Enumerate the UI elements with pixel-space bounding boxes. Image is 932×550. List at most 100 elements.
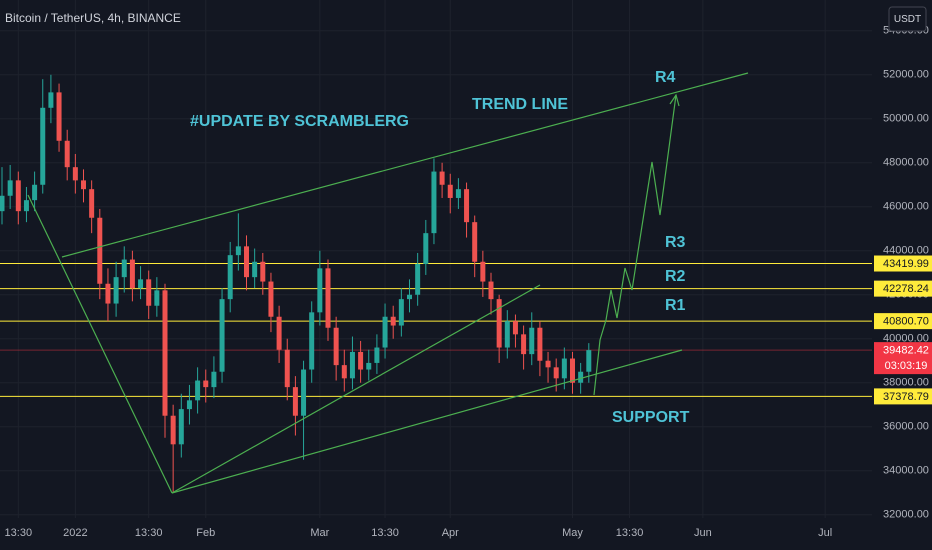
last-price-tag bbox=[874, 342, 932, 375]
candle-body bbox=[407, 294, 412, 300]
candle-body bbox=[260, 261, 266, 282]
currency-button[interactable] bbox=[888, 6, 927, 32]
candle-body bbox=[129, 259, 135, 289]
x-tick-label: Mar bbox=[310, 527, 329, 539]
candle-body bbox=[488, 281, 494, 300]
projection-path bbox=[593, 94, 677, 396]
trend-line bbox=[171, 349, 683, 494]
arrow-head bbox=[669, 93, 680, 107]
candle-body bbox=[203, 380, 209, 388]
y-tick-label: 40000.00 bbox=[883, 333, 929, 345]
candle-body bbox=[235, 246, 241, 256]
level-tag bbox=[874, 313, 932, 330]
y-tick-label: 52000.00 bbox=[883, 69, 929, 81]
candle-body bbox=[178, 409, 184, 445]
drawings bbox=[27, 72, 749, 494]
candle-body bbox=[464, 189, 470, 223]
candle-body bbox=[374, 347, 380, 363]
grid bbox=[0, 0, 872, 518]
x-tick-label: 13:30 bbox=[371, 527, 399, 539]
candle-body bbox=[23, 200, 29, 212]
candle-body bbox=[398, 299, 404, 326]
candle-body bbox=[244, 246, 249, 278]
candle-body bbox=[472, 222, 478, 262]
x-tick-label: Apr bbox=[442, 527, 459, 539]
level-label: 40800.70 bbox=[883, 316, 929, 328]
candle-body bbox=[284, 349, 290, 388]
x-tick-label: 13:30 bbox=[616, 527, 644, 539]
candle-body bbox=[529, 327, 535, 355]
candle-body bbox=[138, 279, 144, 289]
candle-body bbox=[325, 268, 331, 328]
candle-body bbox=[382, 316, 388, 348]
candle-body bbox=[276, 316, 282, 350]
y-tick-label: 46000.00 bbox=[883, 201, 929, 213]
candle-body bbox=[301, 369, 307, 416]
candle-body bbox=[586, 350, 592, 372]
candle-body bbox=[480, 261, 486, 282]
trend-line bbox=[171, 284, 541, 494]
candle-body bbox=[578, 371, 584, 383]
candle-body bbox=[56, 92, 62, 141]
candle-body bbox=[390, 316, 396, 326]
level-tag bbox=[874, 255, 932, 272]
x-tick-label: 13:30 bbox=[135, 527, 163, 539]
y-tick-label: 34000.00 bbox=[883, 465, 929, 477]
annotation: R1 bbox=[665, 297, 686, 314]
candle-body bbox=[162, 290, 168, 416]
countdown: 03:03:19 bbox=[885, 360, 928, 372]
candle-body bbox=[0, 195, 5, 212]
candle-body bbox=[349, 351, 355, 379]
candle-body bbox=[545, 360, 551, 368]
price-axis: 32000.00 34000.00 36000.00 38000.00 40000.00… bbox=[5, 25, 932, 539]
candle-body bbox=[121, 259, 127, 278]
candle-body bbox=[341, 365, 347, 379]
candle-body bbox=[292, 387, 298, 416]
annotation: R4 bbox=[655, 69, 676, 86]
candle-body bbox=[358, 351, 364, 370]
candle-body bbox=[154, 290, 160, 306]
candle-body bbox=[333, 327, 339, 366]
candle-body bbox=[252, 261, 258, 278]
y-tick-label: 38000.00 bbox=[883, 377, 929, 389]
candle-body bbox=[219, 299, 225, 372]
levels bbox=[0, 263, 872, 397]
level-label: 37378.79 bbox=[883, 391, 929, 403]
candle-body bbox=[423, 233, 429, 264]
candle-body bbox=[211, 371, 217, 388]
x-tick-label: Jun bbox=[694, 527, 712, 539]
y-tick-label: 32000.00 bbox=[883, 509, 929, 521]
level-label: 42278.24 bbox=[883, 283, 929, 295]
annotation: R3 bbox=[665, 234, 686, 251]
candle-body bbox=[366, 362, 372, 370]
annotation: #UPDATE BY SCRAMBLERG bbox=[190, 113, 409, 130]
x-tick-label: Feb bbox=[196, 527, 215, 539]
candle-body bbox=[64, 140, 70, 168]
candle-body bbox=[40, 107, 46, 185]
x-tick-label: 13:30 bbox=[5, 527, 33, 539]
candle-body bbox=[186, 400, 192, 410]
candle-body bbox=[496, 299, 502, 348]
candle-body bbox=[521, 334, 527, 355]
level-tag bbox=[874, 388, 932, 405]
candle-body bbox=[268, 281, 274, 317]
level-label: 43419.99 bbox=[883, 258, 929, 270]
candle-body bbox=[105, 283, 111, 304]
candle-body bbox=[195, 380, 201, 401]
candle-body bbox=[455, 189, 461, 198]
candle-body bbox=[317, 268, 323, 313]
candle-body bbox=[15, 180, 21, 212]
candle-body bbox=[512, 321, 518, 335]
x-tick-label: May bbox=[562, 527, 583, 539]
chart-title: Bitcoin / TetherUS, 4h, BINANCE bbox=[5, 11, 181, 25]
annotation: R2 bbox=[665, 268, 686, 285]
x-tick-label: 2022 bbox=[63, 527, 87, 539]
candle-body bbox=[570, 358, 575, 383]
currency-label[interactable]: USDT bbox=[894, 14, 921, 25]
candle-body bbox=[553, 367, 559, 379]
candle-body bbox=[48, 92, 54, 108]
trend-line bbox=[61, 72, 749, 258]
candle-body bbox=[72, 167, 78, 181]
y-tick-label: 50000.00 bbox=[883, 113, 929, 125]
